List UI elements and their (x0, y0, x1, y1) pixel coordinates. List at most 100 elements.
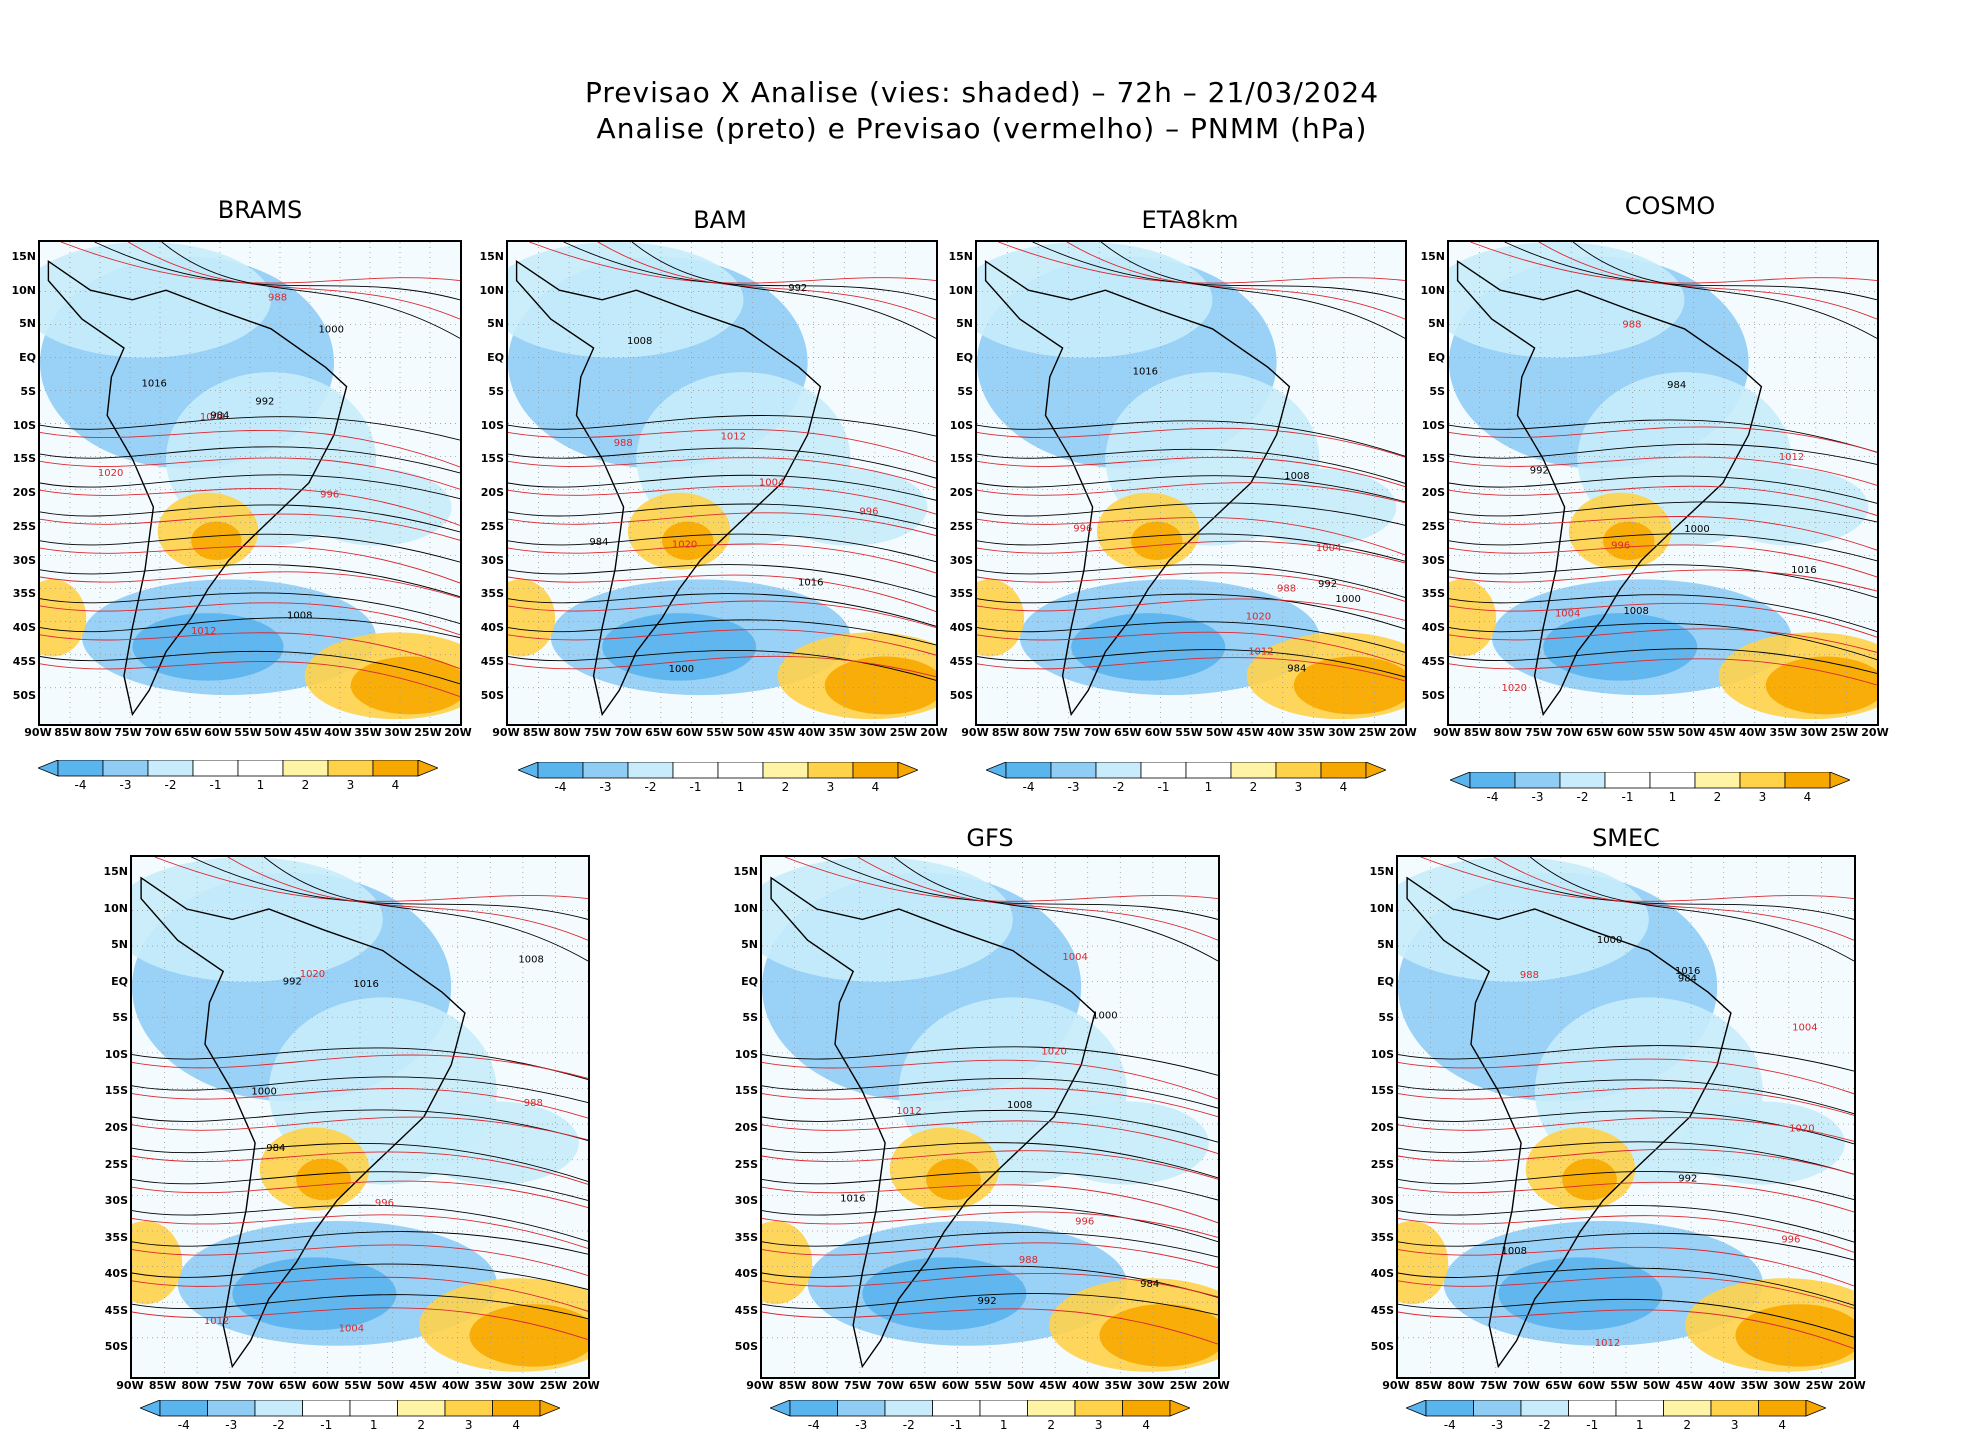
colorbar-segment (159, 1400, 208, 1417)
colorbar-label: 3 (1730, 1418, 1739, 1432)
forecast-isobar (977, 631, 1405, 667)
bias-shading (508, 579, 556, 657)
colorbar-segment (1473, 1400, 1522, 1417)
forecast-isobar (1398, 1117, 1854, 1142)
colorbar-label: -1 (1586, 1418, 1599, 1432)
colorbar-label: 2 (1683, 1418, 1692, 1432)
analysis-isobar (977, 649, 1405, 678)
isobar-label: 1004 (759, 477, 784, 488)
colorbar-segment (327, 760, 374, 777)
lat-label: 10S (480, 418, 504, 432)
lat-label: 45S (1421, 654, 1445, 668)
lon-label: 85W (522, 726, 551, 739)
bias-shading (1603, 521, 1655, 561)
analysis-isobar (1504, 242, 1877, 301)
analysis-isobar (132, 1294, 588, 1320)
colorbar-label: -4 (554, 780, 567, 794)
isobar-label: 988 (268, 292, 287, 303)
lat-label: 10N (103, 901, 128, 915)
colorbar-label: 1 (1204, 780, 1213, 794)
lon-label: 85W (148, 1379, 177, 1392)
figure-subtitle: Analise (preto) e Previsao (vermelho) – … (596, 112, 1368, 145)
forecast-isobar (132, 1214, 588, 1249)
analysis-isobar (762, 1109, 1218, 1143)
colorbar-label: -3 (225, 1418, 238, 1432)
colorbar-segment (537, 762, 584, 779)
lat-label: 35S (1421, 587, 1445, 601)
colorbar-label: -3 (119, 778, 132, 792)
analysis-isobar (762, 1232, 1218, 1258)
isobar-label: 1012 (204, 1316, 229, 1327)
coastline (47, 259, 348, 717)
analysis-isobar (132, 1047, 588, 1081)
forecast-isobar (977, 427, 1405, 458)
analysis-isobar (508, 474, 936, 501)
isobar-label: 1004 (200, 412, 225, 423)
forecast-isobar (40, 457, 460, 490)
colorbar-label: -2 (1576, 790, 1589, 804)
lon-label: 50W (1642, 1379, 1671, 1392)
lat-label: 20S (1421, 486, 1445, 500)
forecast-isobar (1398, 1148, 1854, 1175)
colorbar-label: -4 (1443, 1418, 1456, 1432)
forecast-isobar (1398, 1087, 1854, 1116)
colorbar-segment (627, 762, 674, 779)
colorbar-segment (884, 1400, 933, 1417)
lon-label: 55W (344, 1379, 372, 1392)
lon-label: 65W (909, 1379, 937, 1392)
lat-label: 50S (12, 688, 36, 702)
map-canvas: 1016 1012 1008 1004 1000 996 992 988 984 1020 (40, 242, 460, 724)
colorbar-label: 1 (369, 1418, 378, 1432)
colorbar-label: 4 (1339, 780, 1348, 794)
bias-map: 1016 1012 1008 1004 1000 996 992 988 984 1020 (1447, 240, 1879, 726)
forecast-isobar (977, 540, 1405, 564)
analysis-isobar (1398, 1079, 1854, 1115)
forecast-isobar (132, 1054, 588, 1079)
colorbar-segment (1710, 1400, 1759, 1417)
lat-label: 5S (112, 1011, 128, 1025)
colorbar-segment (1739, 772, 1786, 789)
lon-label: 70W (246, 1379, 274, 1392)
lon-label: 90W (1382, 1379, 1410, 1392)
bias-shading (762, 857, 1013, 982)
lon-label: 35W (828, 726, 856, 739)
analysis-isobar (631, 242, 936, 339)
colorbar-label: 1 (256, 778, 265, 792)
colorbar (986, 762, 1386, 779)
lat-label: 50S (949, 688, 973, 702)
bias-shading (977, 242, 1213, 358)
lat-label: 45S (12, 654, 36, 668)
colorbar (38, 760, 438, 777)
colorbar-segment (1005, 762, 1052, 779)
lon-label: 80W (1447, 1379, 1475, 1392)
lon-label: 90W (492, 726, 520, 739)
forecast-isobar (40, 430, 460, 468)
colorbar-segment (1185, 762, 1232, 779)
analysis-isobar (977, 475, 1405, 503)
analysis-isobar (508, 415, 936, 437)
forecast-isobar (784, 857, 1218, 902)
colorbar-segment (1514, 772, 1561, 789)
colorbar-label: -4 (1022, 780, 1035, 794)
analysis-isobar (1398, 1232, 1854, 1261)
colorbar-label: -2 (644, 780, 657, 794)
lon-label: 20W (444, 726, 472, 739)
colorbar-label: -4 (74, 778, 87, 792)
lon-label: 75W (114, 726, 142, 739)
lat-label: 15N (1420, 250, 1445, 263)
colorbar-segment (1027, 1400, 1076, 1417)
isobar-label: 984 (1678, 973, 1697, 984)
forecast-isobar (762, 1308, 1218, 1345)
colorbar-label: -3 (1491, 1418, 1504, 1432)
analysis-isobar (1449, 475, 1877, 504)
lat-label: 30S (1370, 1194, 1394, 1208)
bias-shading (1449, 579, 1497, 657)
lat-label: 10S (949, 418, 973, 432)
bias-shading (824, 656, 936, 715)
colorbar (1406, 1400, 1826, 1417)
isobar-label: 996 (320, 490, 339, 501)
lon-label: 35W (354, 726, 382, 739)
lon-label: 30W (1137, 1379, 1165, 1392)
isobar-label: 988 (524, 1098, 543, 1109)
lon-label: 75W (1524, 726, 1553, 739)
